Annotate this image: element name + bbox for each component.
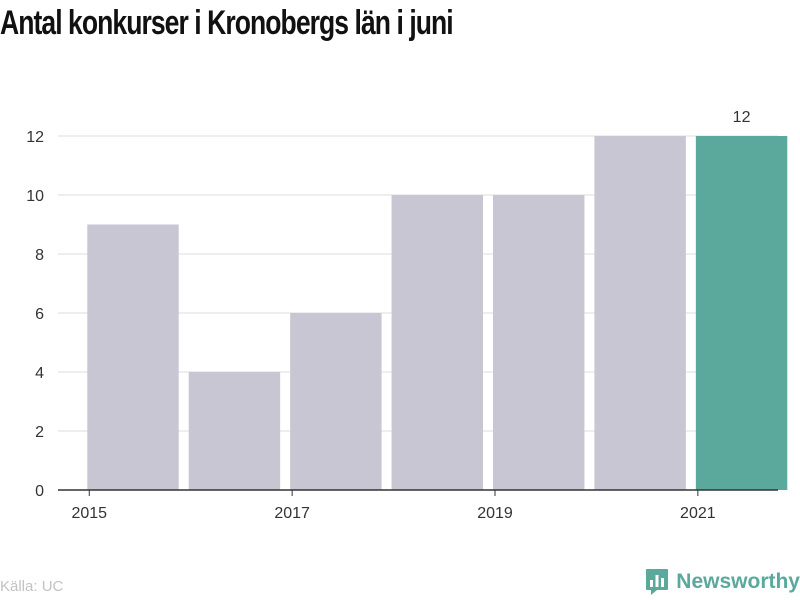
x-tick-label: 2019 [477, 505, 513, 522]
x-tick-label: 2015 [71, 505, 107, 522]
bar-2017 [290, 313, 382, 490]
bar-2019 [493, 195, 585, 490]
bar-2015 [87, 224, 179, 490]
bar-chart: 0 2 4 6 8 10 12 2015 2017 2019 2021 12 [26, 109, 788, 522]
y-tick-label: 0 [35, 483, 44, 500]
bar-2020 [594, 136, 686, 490]
brand-name: Newsworthy [676, 570, 800, 593]
tick-labels: 0 2 4 6 8 10 12 2015 2017 2019 2021 12 [26, 109, 750, 522]
y-tick-label: 10 [26, 188, 44, 205]
x-tick-label: 2021 [680, 505, 716, 522]
bar-2018 [391, 195, 483, 490]
y-tick-label: 8 [35, 247, 44, 264]
data-label: 12 [733, 109, 751, 126]
brand-logo[interactable]: Newsworthy [645, 568, 800, 596]
chart-title: Antal konkurser i Kronobergs län i juni [0, 4, 454, 42]
bar-2021 [695, 136, 788, 490]
y-tick-label: 2 [35, 424, 44, 441]
y-tick-label: 6 [35, 306, 44, 323]
y-tick-label: 12 [26, 129, 44, 146]
source-note: Källa: UC [0, 578, 64, 595]
x-tick-label: 2017 [274, 505, 310, 522]
bar-chart-bubble-icon [646, 569, 669, 595]
x-axis [58, 489, 778, 496]
bars [87, 136, 788, 490]
y-tick-label: 4 [35, 365, 44, 382]
bar-2016 [188, 372, 281, 490]
